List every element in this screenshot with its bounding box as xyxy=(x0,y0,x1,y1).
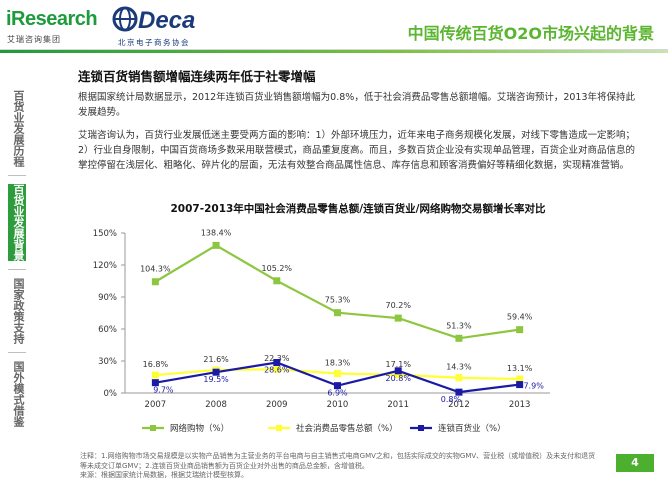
footnote-notes: 注释：1.网络购物市场交易规模是以实物产品销售为主营业务的平台电商与自主销售式电… xyxy=(80,452,596,470)
x-tick-label: 2008 xyxy=(205,400,227,410)
page-number: 4 xyxy=(616,454,654,472)
data-point xyxy=(516,381,524,389)
iresearch-logo-subtitle: 艾瑞咨询集团 xyxy=(7,35,61,44)
main-content: 连锁百货销售额增幅连续两年低于社零增幅 根据国家统计局数据显示，2012年连锁百… xyxy=(78,66,638,181)
data-point xyxy=(394,314,402,322)
data-label: 104.3% xyxy=(140,265,171,274)
sidebar-item-background[interactable]: 百货业发展背景 xyxy=(8,184,26,261)
sidebar-divider xyxy=(8,269,26,270)
legend-label: 社会消费品零售总额（%） xyxy=(296,423,398,434)
data-point xyxy=(212,368,220,376)
data-label: 19.5% xyxy=(203,375,229,384)
data-point xyxy=(455,374,463,382)
legend-label: 网络购物（%） xyxy=(170,423,229,434)
iresearch-logo-text: iResearch xyxy=(6,8,98,30)
growth-rate-line-chart: 0% 30% 60% 90% 120% 150% 2007 2008 2009 2010 2011 2… xyxy=(93,228,550,434)
data-point xyxy=(334,369,341,377)
data-point xyxy=(212,241,220,249)
header: iResearch 艾瑞咨询集团 Deca 北京电子商务协会 中国传统百货O2O… xyxy=(0,0,668,53)
y-tick-label: 0% xyxy=(104,389,118,399)
data-label: 16.8% xyxy=(143,360,169,369)
data-label: 14.3% xyxy=(446,363,472,372)
data-point xyxy=(151,278,159,286)
data-point xyxy=(455,334,463,342)
data-label: 6.9% xyxy=(327,389,348,398)
sidebar-item-history[interactable]: 百货业发展历程 xyxy=(12,90,25,167)
x-tick-label: 2010 xyxy=(327,400,349,410)
footnote-source: 来源：根据国家统计局数据，根据艾瑞统计模型核算。 xyxy=(80,471,248,479)
data-label: 28.6% xyxy=(264,365,290,374)
footnotes: 注释：1.网络购物市场交易规模是以实物产品销售为主营业务的平台电商与自主销售式电… xyxy=(80,452,600,481)
data-point xyxy=(334,382,341,390)
legend-label: 连锁百货业（%） xyxy=(438,423,506,434)
chart-title: 2007-2013年中国社会消费品零售总额/连锁百货业/网络购物交易额增长率对比 xyxy=(170,203,546,215)
data-point xyxy=(151,371,159,379)
paragraph-statistics: 根据国家统计局数据显示，2012年连锁百货业销售额增幅为0.8%，低于社会消费品… xyxy=(78,92,635,118)
ideca-logo-subtitle: 北京电子商务协会 xyxy=(118,38,190,47)
y-tick-label: 120% xyxy=(93,261,117,271)
data-point xyxy=(273,277,281,285)
legend-marker xyxy=(150,425,156,431)
data-label: 70.2% xyxy=(386,301,412,310)
sidebar-item-policy[interactable]: 国家政策支持 xyxy=(12,278,25,344)
sidebar-nav: 百货业发展历程 百货业发展背景 国家政策支持 国外模式借鉴 xyxy=(8,90,26,427)
data-point xyxy=(273,358,281,366)
legend-marker xyxy=(276,425,282,431)
data-label: 51.3% xyxy=(446,321,472,330)
y-tick-label: 60% xyxy=(98,325,117,335)
data-label: 21.6% xyxy=(203,355,229,364)
sidebar-divider xyxy=(8,352,26,353)
data-point xyxy=(394,367,402,375)
data-label: 13.1% xyxy=(507,364,533,373)
y-tick-label: 150% xyxy=(93,229,117,239)
iresearch-logo: iResearch 艾瑞咨询集团 xyxy=(6,8,98,44)
y-tick-label: 30% xyxy=(98,357,117,367)
x-tick-label: 2012 xyxy=(448,400,470,410)
x-tick-label: 2009 xyxy=(266,400,288,410)
ideca-emblem-icon xyxy=(112,6,138,32)
data-point xyxy=(151,379,159,387)
ideca-logo-text: Deca xyxy=(138,7,196,34)
data-label: 7.9% xyxy=(523,382,544,391)
page-title: 中国传统百货O2O市场兴起的背景 xyxy=(407,24,654,43)
data-label: 18.3% xyxy=(325,358,351,367)
data-label: 0.8% xyxy=(441,395,462,404)
data-point xyxy=(516,326,524,334)
data-point xyxy=(455,388,463,396)
data-label: 22.3% xyxy=(264,354,290,363)
header-accent-bar xyxy=(0,50,668,53)
sidebar-item-foreign-models[interactable]: 国外模式借鉴 xyxy=(12,361,25,427)
y-tick-label: 90% xyxy=(98,293,117,303)
data-label: 75.3% xyxy=(325,296,351,305)
data-point xyxy=(273,365,281,373)
data-label: 9.7% xyxy=(153,386,174,395)
x-tick-label: 2013 xyxy=(509,400,531,410)
sidebar-divider xyxy=(8,175,26,176)
section-heading: 连锁百货销售额增幅连续两年低于社零增幅 xyxy=(78,69,316,84)
data-label: 59.4% xyxy=(507,313,533,322)
data-point xyxy=(334,309,341,317)
x-tick-label: 2007 xyxy=(145,400,167,410)
paragraph-analysis: 艾瑞咨询认为，百货行业发展低迷主要受两方面的影响：1）外部环境压力，近年来电子商… xyxy=(78,130,636,171)
data-label: 105.2% xyxy=(262,264,293,273)
legend-marker xyxy=(418,425,424,431)
data-label: 17.1% xyxy=(386,360,412,369)
data-label: 20.8% xyxy=(386,374,412,383)
x-tick-label: 2011 xyxy=(387,400,409,410)
data-label: 138.4% xyxy=(201,228,232,237)
